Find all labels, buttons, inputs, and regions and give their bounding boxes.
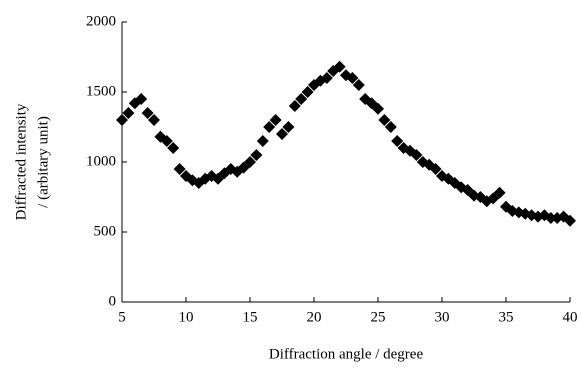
x-tick-label: 30 [435,309,450,325]
point [391,135,404,147]
point [135,93,148,105]
point [244,156,256,168]
y-tick-label: 2000 [86,13,116,29]
point [276,128,288,140]
point [346,72,359,84]
point [167,142,180,154]
point [250,149,263,161]
point [269,114,282,126]
y-tick-label: 500 [94,223,117,239]
y-axis-label: / (arbitary unit) [35,116,51,208]
y-tick-label: 1500 [86,83,116,99]
point [122,107,135,119]
point [288,100,301,112]
point [352,79,365,91]
point [493,186,506,199]
x-tick-label: 25 [371,309,386,325]
point [378,114,391,126]
point [295,93,308,105]
point [256,135,269,147]
point [384,121,397,133]
x-tick-label: 10 [179,309,194,325]
point [116,114,128,126]
x-tick-label: 35 [499,309,514,325]
x-tick-label: 5 [118,309,126,325]
x-tick-label: 15 [243,309,258,325]
y-tick-label: 0 [109,293,117,309]
point [160,135,173,147]
point [282,121,295,133]
point [320,72,333,84]
x-tick-label: 20 [307,309,322,325]
point [564,214,576,227]
point [544,212,557,224]
point [148,114,160,126]
point [333,60,346,73]
point [429,163,442,175]
y-tick-label: 1000 [86,153,116,169]
x-tick-label: 40 [563,309,578,325]
point [263,121,276,133]
point [372,102,384,115]
y-axis-label: Diffracted intensity [13,103,29,220]
x-axis-label: Diffraction angle / degree [269,346,424,362]
point [173,163,186,175]
point [141,107,154,119]
point [410,149,423,161]
point [301,86,314,98]
